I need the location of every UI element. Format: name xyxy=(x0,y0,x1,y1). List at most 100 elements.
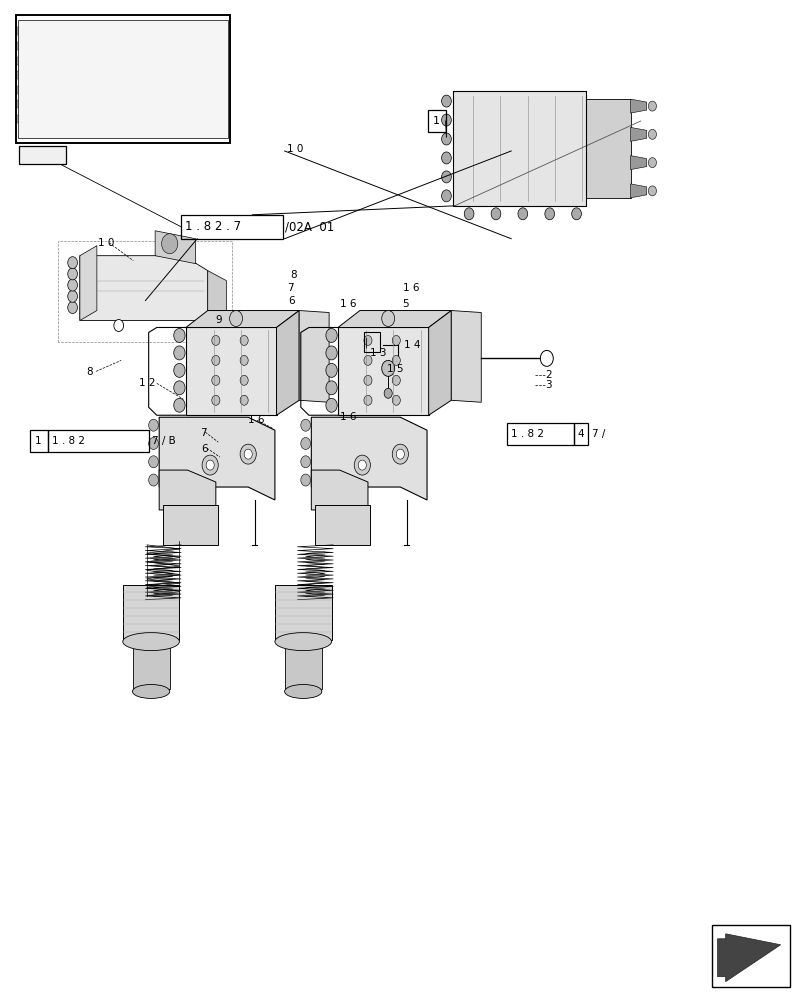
Polygon shape xyxy=(586,99,630,198)
Bar xyxy=(427,110,445,132)
Polygon shape xyxy=(315,505,370,545)
Circle shape xyxy=(441,95,451,107)
Circle shape xyxy=(392,395,400,405)
Circle shape xyxy=(300,438,310,449)
Text: 1: 1 xyxy=(433,116,440,126)
Circle shape xyxy=(67,268,77,280)
Circle shape xyxy=(464,208,474,220)
Text: 9: 9 xyxy=(216,315,222,325)
Polygon shape xyxy=(277,311,298,415)
Polygon shape xyxy=(16,115,19,123)
Text: 1 . 8 2 . 7: 1 . 8 2 . 7 xyxy=(185,220,241,233)
Circle shape xyxy=(441,114,451,126)
Circle shape xyxy=(174,328,185,342)
Text: 8: 8 xyxy=(86,367,93,377)
Polygon shape xyxy=(285,640,321,689)
Polygon shape xyxy=(630,184,646,198)
Text: 6: 6 xyxy=(288,296,295,306)
Circle shape xyxy=(392,375,400,385)
Bar xyxy=(507,423,573,445)
Circle shape xyxy=(300,474,310,486)
Circle shape xyxy=(140,43,194,109)
Ellipse shape xyxy=(132,684,169,698)
Circle shape xyxy=(300,419,310,431)
Ellipse shape xyxy=(285,684,321,698)
Circle shape xyxy=(148,474,158,486)
Circle shape xyxy=(161,234,178,254)
Circle shape xyxy=(230,311,242,326)
Circle shape xyxy=(381,360,394,376)
Polygon shape xyxy=(428,311,451,415)
Polygon shape xyxy=(311,470,367,524)
Text: 1 6: 1 6 xyxy=(339,299,356,309)
Bar xyxy=(363,332,380,352)
Polygon shape xyxy=(79,256,208,320)
Circle shape xyxy=(392,355,400,365)
Text: 1 2: 1 2 xyxy=(139,378,155,388)
Text: 5: 5 xyxy=(401,299,408,309)
Circle shape xyxy=(363,355,371,365)
Circle shape xyxy=(300,456,310,468)
Polygon shape xyxy=(23,149,37,161)
Bar xyxy=(181,215,283,239)
Bar xyxy=(19,146,66,164)
Circle shape xyxy=(122,64,142,88)
Text: 1 0: 1 0 xyxy=(98,238,114,248)
Circle shape xyxy=(647,101,655,111)
Circle shape xyxy=(148,438,158,449)
Polygon shape xyxy=(630,127,646,141)
Circle shape xyxy=(202,455,218,475)
Polygon shape xyxy=(122,585,179,640)
Polygon shape xyxy=(16,100,19,108)
Bar xyxy=(16,15,230,143)
Circle shape xyxy=(206,460,214,470)
Circle shape xyxy=(325,363,337,377)
Circle shape xyxy=(358,460,366,470)
Circle shape xyxy=(244,449,252,459)
Circle shape xyxy=(240,335,248,345)
Circle shape xyxy=(240,375,248,385)
Text: 1 6: 1 6 xyxy=(402,283,418,293)
Circle shape xyxy=(240,444,256,464)
Polygon shape xyxy=(630,99,646,113)
Polygon shape xyxy=(133,640,169,689)
Polygon shape xyxy=(159,470,216,524)
Ellipse shape xyxy=(275,633,331,651)
Polygon shape xyxy=(16,42,19,50)
Circle shape xyxy=(67,279,77,291)
Text: 2: 2 xyxy=(544,370,551,380)
Circle shape xyxy=(174,346,185,360)
Circle shape xyxy=(174,363,185,377)
Text: 8: 8 xyxy=(290,270,297,280)
Text: 7 /: 7 / xyxy=(591,429,605,439)
Text: 6: 6 xyxy=(201,444,208,454)
Circle shape xyxy=(174,398,185,412)
Polygon shape xyxy=(155,231,195,264)
Polygon shape xyxy=(717,934,779,982)
Circle shape xyxy=(647,158,655,168)
Circle shape xyxy=(647,129,655,139)
Polygon shape xyxy=(186,311,298,327)
Polygon shape xyxy=(16,27,19,35)
Circle shape xyxy=(148,456,158,468)
Polygon shape xyxy=(26,23,106,126)
Circle shape xyxy=(152,58,182,94)
Text: 1 6: 1 6 xyxy=(248,415,264,425)
Polygon shape xyxy=(163,505,218,545)
Bar xyxy=(19,20,228,138)
Circle shape xyxy=(363,335,371,345)
Polygon shape xyxy=(186,327,277,415)
Text: 7: 7 xyxy=(200,428,206,438)
Text: 1 . 8 2: 1 . 8 2 xyxy=(511,429,543,439)
Bar xyxy=(573,423,587,445)
Circle shape xyxy=(212,375,220,385)
Polygon shape xyxy=(159,417,275,500)
Bar xyxy=(48,430,148,452)
Circle shape xyxy=(325,398,337,412)
Circle shape xyxy=(363,375,371,385)
Text: 1 6: 1 6 xyxy=(339,412,356,422)
Polygon shape xyxy=(337,327,428,415)
Polygon shape xyxy=(630,156,646,170)
Polygon shape xyxy=(337,311,451,327)
Circle shape xyxy=(325,381,337,395)
